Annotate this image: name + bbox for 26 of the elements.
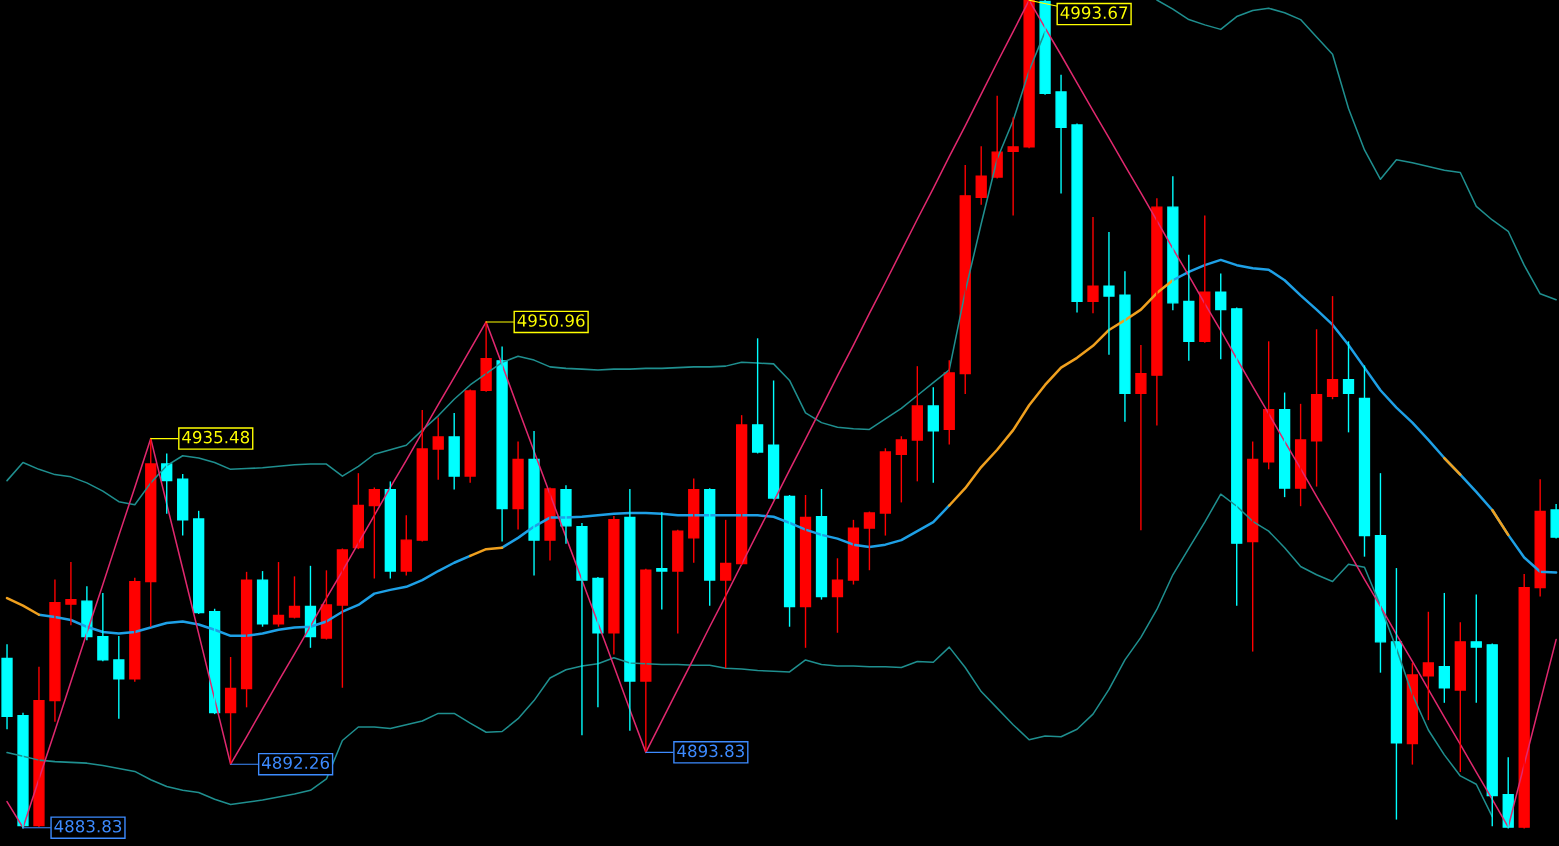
data-label: 4892.26: [261, 756, 330, 770]
candlestick: [288, 576, 301, 619]
candlestick: [672, 529, 684, 634]
candlestick: [1039, 0, 1051, 95]
candlestick: [1470, 594, 1482, 703]
candlestick: [1007, 117, 1019, 216]
data-label: 4893.83: [677, 744, 744, 758]
candlestick: [720, 519, 732, 669]
candlestick: [831, 558, 844, 633]
data-label: 4935.48: [182, 430, 250, 444]
data-label: 4883.83: [54, 819, 122, 833]
candlestick: [656, 512, 668, 610]
candlestick: [1454, 622, 1466, 773]
candlestick: [863, 511, 876, 571]
data-label: 4993.67: [1060, 6, 1128, 19]
candlestick: [1342, 341, 1355, 433]
candlestick: [927, 387, 939, 483]
candlestick: [879, 448, 892, 536]
candlestick: [432, 417, 444, 480]
candlestick: [65, 562, 77, 626]
candlestick: [751, 338, 764, 454]
candlestick: [400, 515, 412, 576]
candlestick: [911, 366, 923, 482]
candlestick: [895, 436, 907, 503]
candlestick: [1326, 296, 1339, 400]
data-label: 4950.96: [517, 314, 585, 327]
